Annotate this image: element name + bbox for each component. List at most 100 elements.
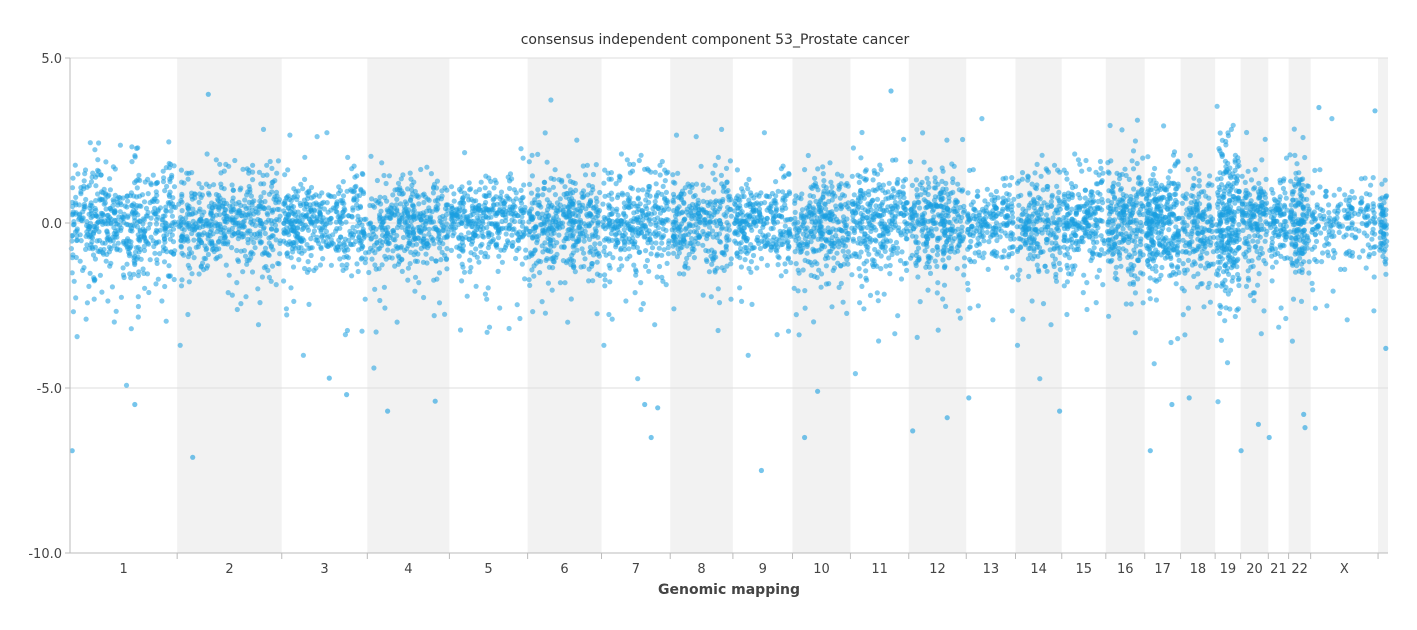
data-point [352, 229, 358, 235]
data-point [660, 183, 666, 189]
data-point [663, 282, 669, 288]
data-point [684, 206, 690, 212]
data-point [97, 249, 103, 255]
data-point [550, 184, 557, 190]
data-point [110, 203, 116, 209]
data-point [453, 225, 459, 231]
data-point [522, 207, 528, 213]
data-point [934, 290, 940, 296]
data-point [636, 231, 642, 237]
data-point [892, 331, 898, 337]
data-point [262, 250, 268, 256]
data-point [84, 229, 90, 235]
data-point [756, 202, 762, 208]
data-point [601, 180, 607, 186]
data-point [701, 209, 707, 215]
data-point [933, 226, 939, 232]
data-point [400, 172, 406, 178]
data-point [454, 212, 460, 218]
data-point [877, 233, 883, 239]
data-point [223, 262, 229, 268]
data-point [465, 230, 472, 236]
data-point [495, 268, 501, 274]
data-point [671, 250, 677, 256]
data-point [140, 221, 146, 227]
data-point [1025, 173, 1031, 179]
data-point [117, 209, 123, 215]
data-point [270, 179, 276, 185]
data-point [839, 238, 845, 244]
data-point [448, 184, 455, 190]
data-point [229, 198, 235, 204]
data-point [1088, 206, 1094, 212]
data-point [970, 233, 976, 239]
data-point [1019, 170, 1026, 176]
data-point [1049, 253, 1056, 259]
data-point [571, 242, 577, 249]
data-point [944, 137, 950, 143]
data-point [573, 187, 579, 193]
data-point [399, 268, 405, 274]
data-point [550, 265, 556, 271]
data-point [404, 246, 410, 252]
data-point [261, 190, 267, 196]
data-point [697, 220, 704, 226]
data-point [155, 214, 161, 220]
data-point [433, 258, 439, 264]
data-point [1069, 191, 1075, 197]
data-point [708, 214, 715, 220]
data-point [615, 192, 621, 198]
data-point [481, 234, 487, 240]
data-point [71, 278, 77, 284]
data-point [606, 176, 612, 182]
data-point [458, 219, 464, 225]
data-point [1002, 182, 1008, 189]
data-point [719, 126, 725, 132]
data-point [491, 202, 497, 208]
data-point [128, 275, 134, 281]
data-point [635, 195, 641, 201]
data-point [104, 213, 110, 219]
data-point [635, 219, 641, 226]
data-point [354, 193, 360, 199]
data-point [230, 207, 236, 213]
data-point [930, 247, 936, 254]
data-point [919, 179, 925, 185]
data-point [990, 250, 996, 256]
data-point [461, 208, 467, 214]
data-point [171, 163, 177, 169]
data-point [873, 238, 879, 244]
data-point [595, 222, 601, 228]
data-point [815, 166, 821, 172]
data-point [178, 243, 184, 249]
data-point [826, 281, 832, 287]
data-point [204, 151, 210, 157]
data-point [706, 269, 713, 275]
data-point [408, 218, 415, 224]
data-point [518, 205, 524, 212]
data-point [929, 208, 936, 214]
data-point [333, 208, 339, 214]
data-point [471, 251, 477, 258]
data-point [523, 247, 529, 253]
data-point [513, 255, 519, 262]
data-point [473, 198, 479, 204]
data-point [901, 136, 907, 142]
data-point [124, 204, 130, 210]
data-point [1004, 265, 1010, 271]
data-point [189, 250, 195, 256]
data-point [1015, 272, 1021, 278]
data-point [1100, 282, 1106, 288]
data-point [436, 300, 443, 306]
data-point [768, 226, 774, 232]
data-point [511, 202, 517, 208]
data-point [143, 213, 149, 219]
data-point [587, 244, 594, 250]
data-point [281, 278, 287, 284]
data-point [941, 204, 947, 210]
data-point [530, 309, 536, 315]
data-point [361, 235, 367, 241]
data-point [388, 215, 394, 221]
data-point [473, 246, 479, 252]
data-point [582, 228, 588, 234]
